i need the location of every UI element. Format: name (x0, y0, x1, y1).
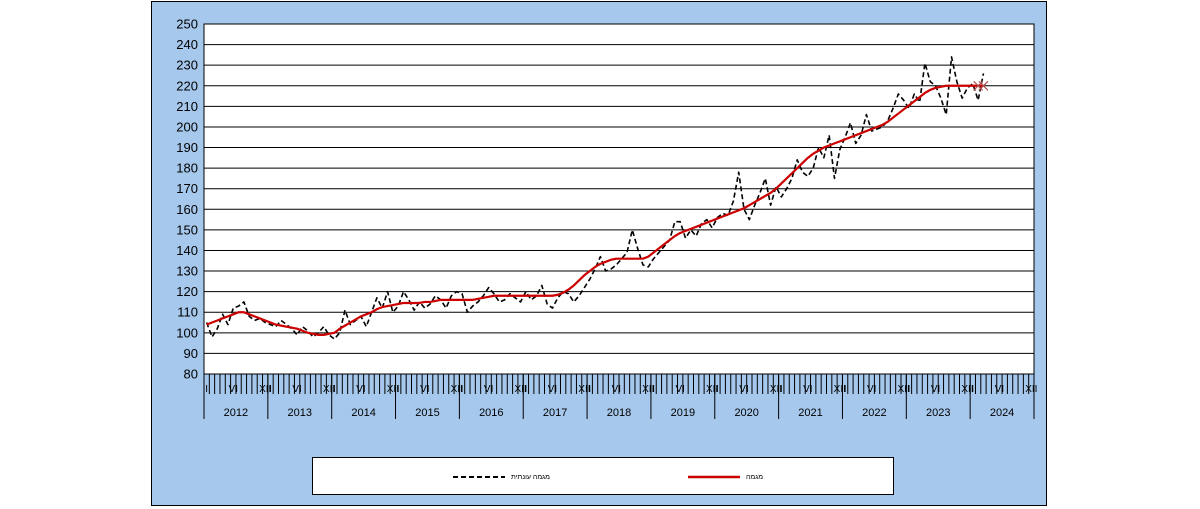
x-year-label: 2013 (288, 407, 312, 419)
y-tick-label: 130 (176, 264, 198, 279)
y-tick-label: 210 (176, 99, 198, 114)
x-month-label: VI (867, 384, 876, 395)
x-year-label: 2017 (543, 407, 567, 419)
x-month-label: I (716, 384, 719, 395)
y-tick-label: 230 (176, 58, 198, 73)
x-month-label: I (397, 384, 400, 395)
x-year-label: 2012 (224, 407, 248, 419)
legend: מגמה עונתית מגמה (312, 457, 894, 495)
x-month-label: VI (356, 384, 365, 395)
x-month-label: I (269, 384, 272, 395)
x-month-label: I (461, 384, 464, 395)
x-month-label: XII (1025, 384, 1037, 395)
chart-area: 80 90 100 110 120 130 140 150 160 170 180 190 200 210… (151, 1, 1047, 506)
y-tick-label: 120 (176, 284, 198, 299)
x-month-label: VI (484, 384, 493, 395)
y-tick-label: 190 (176, 140, 198, 155)
x-month-label: VI (292, 384, 301, 395)
y-tick-label: 240 (176, 37, 198, 52)
x-axis: 2012 I VI XII 2013 I VI XII 2014 I VI XII 2015 I VI XII… (203, 374, 1037, 419)
legend-swatch-dashed (453, 476, 505, 478)
x-month-label: I (588, 384, 591, 395)
x-month-label: VI (931, 384, 940, 395)
x-year-label: 2019 (671, 407, 695, 419)
x-month-label: XII (451, 384, 463, 395)
y-tick-label: 170 (176, 181, 198, 196)
x-month-label: XII (323, 384, 335, 395)
x-year-label: 2018 (607, 407, 631, 419)
x-year-label: 2021 (798, 407, 822, 419)
x-month-label: VI (803, 384, 812, 395)
x-month-label: I (908, 384, 911, 395)
series-lines (205, 56, 989, 340)
x-month-label: XII (706, 384, 718, 395)
legend-swatch-solid (688, 475, 740, 479)
x-month-label: XII (642, 384, 654, 395)
x-month-label: XII (770, 384, 782, 395)
y-tick-label: 140 (176, 243, 198, 258)
x-month-label: I (333, 384, 336, 395)
data-point-marker (978, 80, 989, 91)
x-month-label: VI (739, 384, 748, 395)
x-month-label: XII (514, 384, 526, 395)
y-tick-label: 160 (176, 202, 198, 217)
x-month-label: I (652, 384, 655, 395)
x-month-label: VI (612, 384, 621, 395)
x-year-label: 2020 (734, 407, 758, 419)
gridlines (204, 23, 1034, 375)
legend-item-trend: מגמה (688, 470, 763, 484)
x-month-label: I (971, 384, 974, 395)
x-month-label: VI (995, 384, 1004, 395)
y-axis: 80 90 100 110 120 130 140 150 160 170 180 190 200 210… (176, 17, 198, 382)
y-tick-label: 110 (177, 305, 198, 320)
x-year-label: 2014 (351, 407, 375, 419)
x-month-label: VI (548, 384, 557, 395)
x-month-label: XII (834, 384, 846, 395)
x-month-label: XII (578, 384, 590, 395)
x-month-label: VI (675, 384, 684, 395)
y-tick-label: 200 (176, 119, 198, 134)
x-year-label: 2016 (479, 407, 503, 419)
x-month-label: I (844, 384, 847, 395)
legend-item-seasonal: מגמה עונתית (453, 470, 550, 484)
y-tick-label: 150 (176, 222, 198, 237)
plot-area-background (203, 23, 1035, 375)
y-tick-label: 100 (176, 325, 198, 340)
x-year-label: 2023 (926, 407, 950, 419)
x-month-label: I (780, 384, 783, 395)
x-month-label: I (205, 384, 208, 395)
x-year-label: 2015 (415, 407, 439, 419)
x-year-label: 2024 (990, 407, 1014, 419)
y-tick-label: 80 (184, 367, 198, 382)
x-month-label: I (525, 384, 528, 395)
x-month-label: XII (961, 384, 973, 395)
x-month-label: XII (898, 384, 910, 395)
x-month-label: VI (420, 384, 429, 395)
x-year-label: 2022 (862, 407, 886, 419)
y-tick-label: 250 (176, 17, 198, 32)
legend-label-seasonal: מגמה עונתית (511, 473, 550, 481)
x-month-label: XII (387, 384, 399, 395)
series-line-trend (206, 84, 984, 336)
legend-label-trend: מגמה (746, 473, 764, 481)
line-chart: 80 90 100 110 120 130 140 150 160 170 180 190 200 210… (176, 17, 1037, 419)
y-tick-label: 90 (184, 346, 198, 361)
x-month-label: XII (259, 384, 271, 395)
y-tick-label: 220 (176, 78, 198, 93)
y-tick-label: 180 (176, 161, 198, 176)
x-month-label: VI (229, 384, 238, 395)
